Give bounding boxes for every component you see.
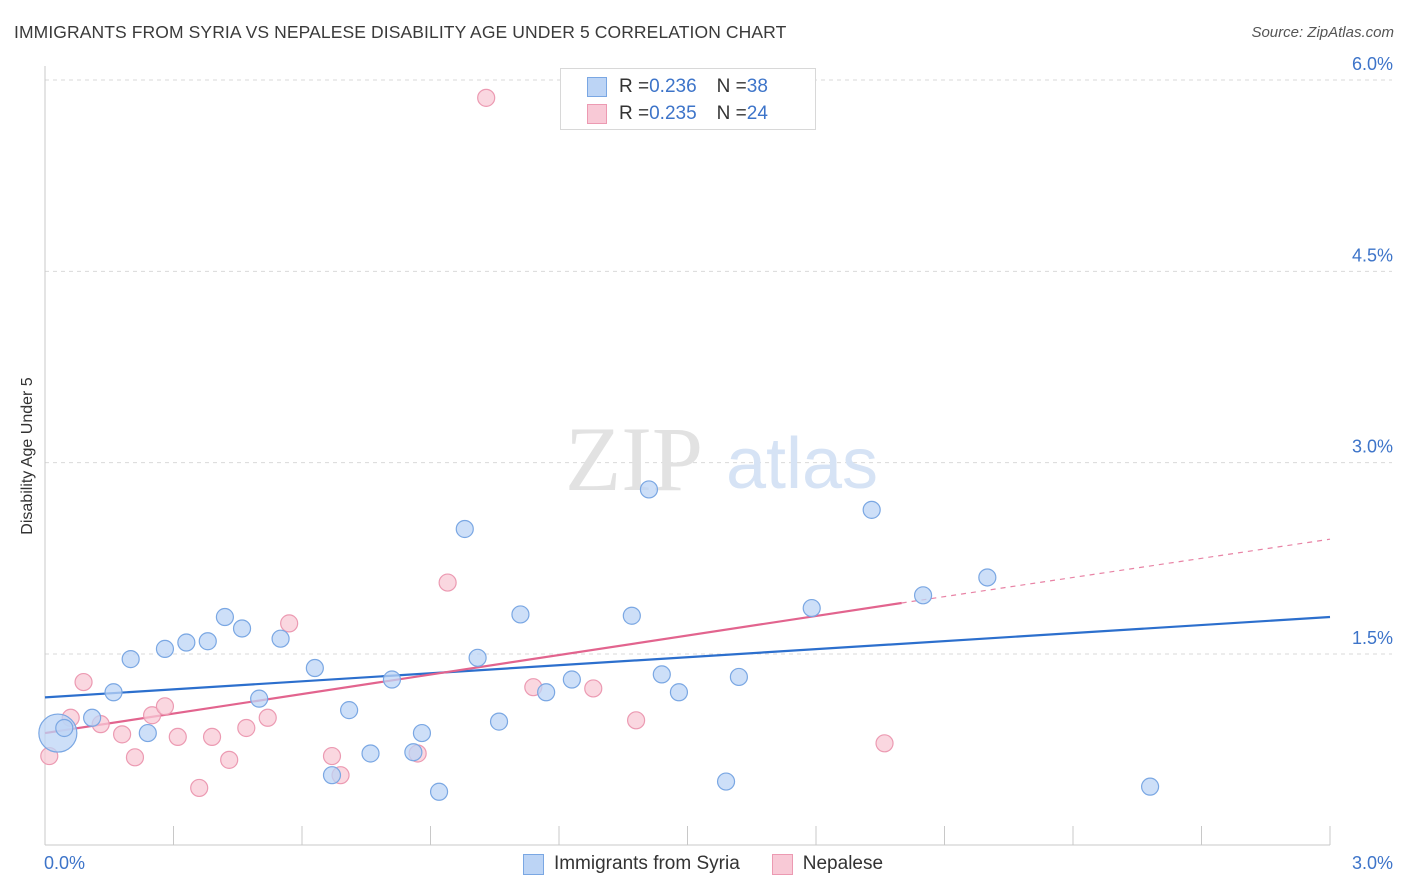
nepal-point — [322, 746, 342, 766]
nepal-trend-line — [44, 601, 902, 735]
source-credit: Source: ZipAtlas.com — [1251, 24, 1394, 41]
y-tick-label: 3.0% — [1352, 437, 1393, 457]
syria-point — [271, 629, 290, 648]
legend-item-syria: Immigrants from Syria — [522, 853, 740, 875]
grid-layer — [45, 79, 1392, 655]
syria-point — [155, 639, 175, 658]
nepal-point — [190, 778, 209, 798]
legend-n-label: N = — [716, 103, 747, 124]
syria-point — [83, 708, 102, 727]
nepal-point — [237, 718, 256, 738]
syria-point — [250, 689, 269, 708]
trend-layer — [44, 538, 1331, 735]
legend-swatch-nepal — [771, 853, 793, 875]
legend-row-syria: R = 0.236 N = 38 — [587, 76, 768, 98]
legend-swatch-syria — [522, 853, 544, 875]
legend-r-value: 0.236 — [649, 76, 697, 97]
syria-point — [729, 667, 749, 687]
syria-point — [198, 632, 217, 651]
legend-r-label: R = — [619, 103, 650, 124]
syria-point — [802, 598, 821, 618]
syria-point — [622, 606, 641, 625]
syria-point — [455, 519, 474, 539]
syria-point — [232, 619, 252, 638]
axis-layer — [44, 66, 1331, 846]
syria-point — [978, 568, 997, 587]
syria-point — [913, 586, 933, 605]
nepal-point — [168, 727, 187, 747]
syria-point — [138, 723, 157, 743]
syria-point — [361, 744, 380, 763]
syria-point — [412, 723, 432, 743]
tick-labels: 1.5% 3.0% 4.5% 6.0% 0.0% 3.0% — [44, 54, 1393, 873]
syria-point — [322, 766, 342, 785]
legend-label-nepal: Nepalese — [802, 853, 884, 874]
legend-r-label: R = — [619, 76, 650, 97]
nepal-point — [142, 706, 162, 725]
legend-swatch-syria — [587, 77, 607, 97]
syria-point — [382, 670, 402, 689]
syria-point — [121, 650, 140, 669]
series-legend: Immigrants from Syria Nepalese — [0, 852, 1406, 876]
syria-point — [215, 607, 234, 627]
nepal-point — [626, 711, 646, 730]
x-tick-label-max: 3.0% — [1352, 853, 1393, 873]
syria-point — [177, 633, 196, 652]
nepal-point — [155, 697, 175, 716]
syria-point — [639, 480, 659, 499]
watermark: ZIP atlas — [565, 408, 878, 510]
nepal-point — [74, 672, 93, 692]
legend-label-syria: Immigrants from Syria — [553, 853, 740, 874]
syria-point — [55, 718, 74, 738]
stats-legend: R = 0.236 N = 38 R = 0.235 N = 24 — [560, 68, 816, 130]
syria-point — [340, 701, 359, 720]
legend-n-value: 38 — [746, 76, 768, 97]
syria-point — [562, 670, 581, 689]
syria-point — [652, 665, 671, 684]
syria-point — [104, 683, 123, 702]
y-tick-label: 4.5% — [1352, 245, 1393, 265]
nepal-point — [584, 679, 603, 698]
nepal-trend-extension — [901, 538, 1331, 604]
watermark-zip: ZIP — [565, 408, 703, 510]
syria-point — [468, 648, 487, 667]
nepal-point — [875, 734, 894, 753]
y-tick-label: 6.0% — [1352, 54, 1393, 74]
syria-point — [429, 782, 449, 801]
syria-point — [404, 743, 423, 762]
nepal-point — [438, 573, 457, 592]
legend-n-value: 24 — [746, 103, 768, 124]
nepal-point — [112, 725, 132, 744]
legend-row-nepal: R = 0.235 N = 24 — [587, 103, 768, 125]
syria-point — [669, 683, 689, 702]
x-tick-label-min: 0.0% — [44, 853, 85, 873]
legend-swatch-nepal — [587, 104, 607, 124]
nepal-point — [125, 748, 145, 767]
syria-trend-line — [44, 615, 1331, 699]
y-tick-label: 1.5% — [1352, 628, 1393, 648]
legend-n-label: N = — [716, 76, 747, 97]
nepal-point — [477, 88, 496, 107]
syria-point — [511, 605, 530, 624]
nepal-point — [202, 727, 222, 747]
chart-title: IMMIGRANTS FROM SYRIA VS NEPALESE DISABI… — [14, 22, 787, 42]
syria-point — [305, 658, 324, 678]
nepal-point — [280, 614, 299, 633]
syria-point — [716, 772, 736, 791]
watermark-atlas: atlas — [726, 424, 878, 504]
y-axis-label: Disability Age Under 5 — [19, 377, 36, 535]
syria-point — [537, 683, 556, 702]
syria-point — [862, 500, 881, 519]
nepal-point — [220, 750, 239, 769]
legend-item-nepal: Nepalese — [771, 853, 884, 875]
nepal-point — [258, 708, 277, 727]
syria-point — [1140, 777, 1160, 796]
legend-r-value: 0.235 — [649, 103, 697, 124]
syria-point — [489, 712, 509, 731]
points-layer — [38, 88, 1160, 801]
